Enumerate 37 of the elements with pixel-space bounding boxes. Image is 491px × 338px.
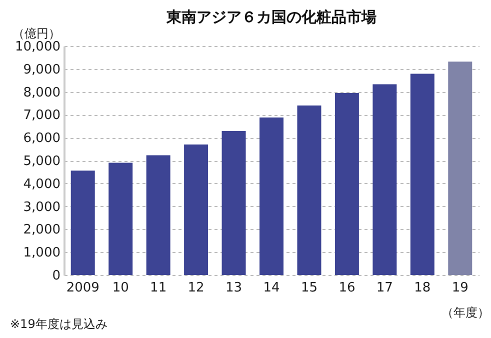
bar [70, 170, 95, 275]
bar [297, 106, 322, 275]
y-tick-label: 7,000 [23, 108, 60, 124]
bar [184, 144, 208, 275]
bar [260, 117, 284, 275]
x-tick-label: 13 [226, 280, 242, 296]
bar [410, 74, 434, 275]
x-tick-label: 14 [263, 280, 280, 296]
x-tick-label: 11 [150, 280, 167, 296]
bar [334, 92, 359, 275]
y-tick-label: 8,000 [23, 85, 60, 100]
x-axis-title: （年度） [442, 306, 490, 320]
x-tick-label: 18 [414, 280, 431, 296]
x-tick-label: 19 [452, 280, 468, 296]
y-tick-label: 4,000 [23, 176, 60, 192]
bar [108, 162, 133, 275]
y-tick-label: 3,000 [23, 200, 60, 215]
x-tick-label: 2009 [66, 280, 100, 296]
y-tick-label: 9,000 [23, 62, 60, 78]
bar [146, 155, 170, 275]
x-tick-label: 15 [300, 280, 318, 296]
y-tick-label: 2,000 [23, 222, 60, 238]
y-tick-label: 1,000 [23, 246, 60, 261]
x-tick-label: 16 [338, 280, 356, 296]
x-tick-label: 12 [188, 280, 204, 296]
bar [448, 62, 472, 275]
y-tick-label: 0 [52, 268, 60, 284]
bar [372, 84, 397, 275]
y-tick-label: 6,000 [23, 131, 60, 146]
chart-title: 東南アジア６カ国の化粧品市場 [166, 8, 376, 26]
y-tick-label: 5,000 [23, 154, 60, 169]
x-tick-label: 10 [112, 280, 129, 296]
x-tick-label: 17 [376, 280, 393, 296]
y-axis-title: （億円） [12, 26, 60, 40]
bar [222, 130, 246, 275]
y-tick-label: 10,000 [15, 40, 60, 54]
text: ※19年度は見込み [10, 316, 108, 333]
